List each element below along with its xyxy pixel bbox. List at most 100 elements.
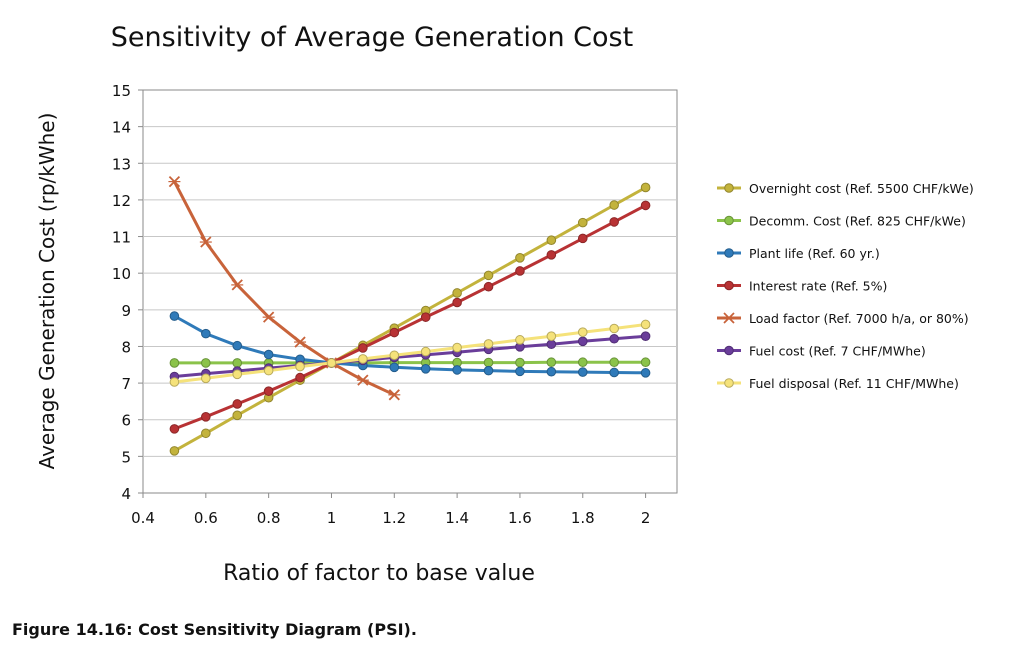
data-point (640, 319, 651, 330)
data-point (483, 281, 494, 292)
y-tick-label: 9 (121, 302, 131, 320)
data-point (546, 235, 557, 246)
y-tick-label: 13 (112, 155, 131, 173)
data-point (201, 428, 211, 439)
data-point (640, 357, 651, 368)
data-point (356, 374, 369, 386)
y-tick-label: 5 (121, 448, 131, 466)
data-point (263, 365, 274, 376)
plot-area (142, 89, 678, 494)
x-tick-label: 1.6 (508, 509, 532, 527)
legend-entry: Fuel cost (Ref. 7 CHF/MWhe) (717, 344, 926, 359)
data-point (169, 446, 180, 456)
x-tick-label: 0.4 (131, 509, 155, 527)
data-point (201, 373, 211, 384)
data-point (577, 367, 588, 377)
data-point (389, 350, 400, 361)
data-point (263, 349, 274, 360)
series-lines (168, 175, 651, 456)
data-point (483, 357, 494, 368)
series-line (174, 360, 646, 365)
legend-entry: Fuel disposal (Ref. 11 CHF/MWhe) (717, 376, 959, 391)
data-point (640, 368, 651, 378)
legend-label: Overnight cost (Ref. 5500 CHF/kWe) (749, 181, 974, 196)
axis-ticks: 4 5 6 7 8 9 10 11 12 13 14 15 0.4 0.6 0.8 1 1.2 1.4 1.6 1.8… (112, 82, 650, 527)
data-point (609, 367, 619, 378)
series-line (173, 314, 646, 375)
data-point (232, 340, 243, 351)
data-point (169, 377, 180, 387)
y-tick-label: 8 (121, 338, 131, 356)
x-tick-label: 1 (327, 509, 337, 527)
chart-title: Sensitivity of Average Generation Cost (111, 22, 633, 53)
y-tick-label: 10 (112, 265, 131, 283)
data-point (326, 358, 337, 368)
x-tick-label: 1.2 (382, 509, 406, 527)
legend-label: Fuel cost (Ref. 7 CHF/MWhe) (749, 344, 926, 359)
legend: Overnight cost (Ref. 5500 CHF/kWe) Decomm… (717, 181, 974, 391)
legend-swatch-marker (724, 183, 734, 193)
y-tick-label: 6 (121, 412, 131, 430)
legend-swatch-marker (724, 280, 734, 291)
data-point (483, 339, 494, 349)
y-tick-label: 14 (112, 119, 131, 137)
data-point (515, 252, 525, 263)
y-tick-label: 4 (121, 485, 131, 503)
data-point (483, 270, 494, 281)
y-tick-label: 11 (112, 229, 131, 247)
data-point (577, 336, 588, 347)
data-point (388, 389, 401, 401)
data-point (452, 288, 462, 298)
x-tick-label: 0.6 (194, 509, 218, 527)
series-line (174, 334, 646, 378)
data-point (420, 364, 431, 374)
data-point (515, 266, 525, 276)
legend-entry: Overnight cost (Ref. 5500 CHF/kWe) (717, 181, 974, 196)
data-point (483, 365, 494, 376)
data-point (201, 411, 211, 422)
data-point (201, 358, 211, 368)
y-axis-label: Average Generation Cost (rp/kWhe) (35, 113, 59, 470)
data-point (231, 279, 244, 291)
data-point (295, 361, 305, 372)
data-point (452, 342, 462, 353)
data-point (389, 362, 400, 373)
data-point (168, 175, 181, 188)
series-5 (168, 175, 401, 401)
legend-swatch-marker (724, 248, 734, 258)
data-point (609, 200, 619, 210)
data-point (546, 339, 557, 350)
legend-swatch-marker (723, 312, 735, 324)
data-point (609, 323, 619, 334)
data-point (358, 354, 368, 364)
data-point (640, 200, 651, 211)
legend-label: Interest rate (Ref. 5%) (749, 279, 887, 294)
legend-label: Load factor (Ref. 7000 h/a, or 80%) (749, 311, 969, 326)
legend-swatch-marker (724, 345, 734, 356)
data-point (389, 327, 400, 338)
data-point (577, 217, 588, 228)
data-point (577, 357, 588, 368)
x-tick-label: 0.8 (257, 509, 281, 527)
data-point (232, 358, 243, 368)
data-point (609, 217, 619, 227)
legend-entry: Decomm. Cost (Ref. 825 CHF/kWe) (717, 214, 966, 229)
data-point (201, 328, 211, 339)
legend-label: Fuel disposal (Ref. 11 CHF/MWhe) (749, 376, 959, 391)
data-point (546, 357, 557, 368)
data-point (169, 311, 180, 321)
series-line (173, 204, 647, 431)
legend-swatch-marker (724, 378, 734, 388)
data-point (232, 399, 243, 409)
data-point (169, 358, 180, 368)
data-point (515, 335, 525, 345)
x-tick-label: 2 (641, 509, 651, 527)
data-point (263, 386, 274, 396)
data-point (420, 312, 431, 322)
data-point (546, 331, 557, 341)
data-point (640, 182, 651, 193)
data-point (640, 331, 651, 341)
x-axis-label: Ratio of factor to base value (223, 561, 535, 586)
data-point (358, 343, 368, 353)
